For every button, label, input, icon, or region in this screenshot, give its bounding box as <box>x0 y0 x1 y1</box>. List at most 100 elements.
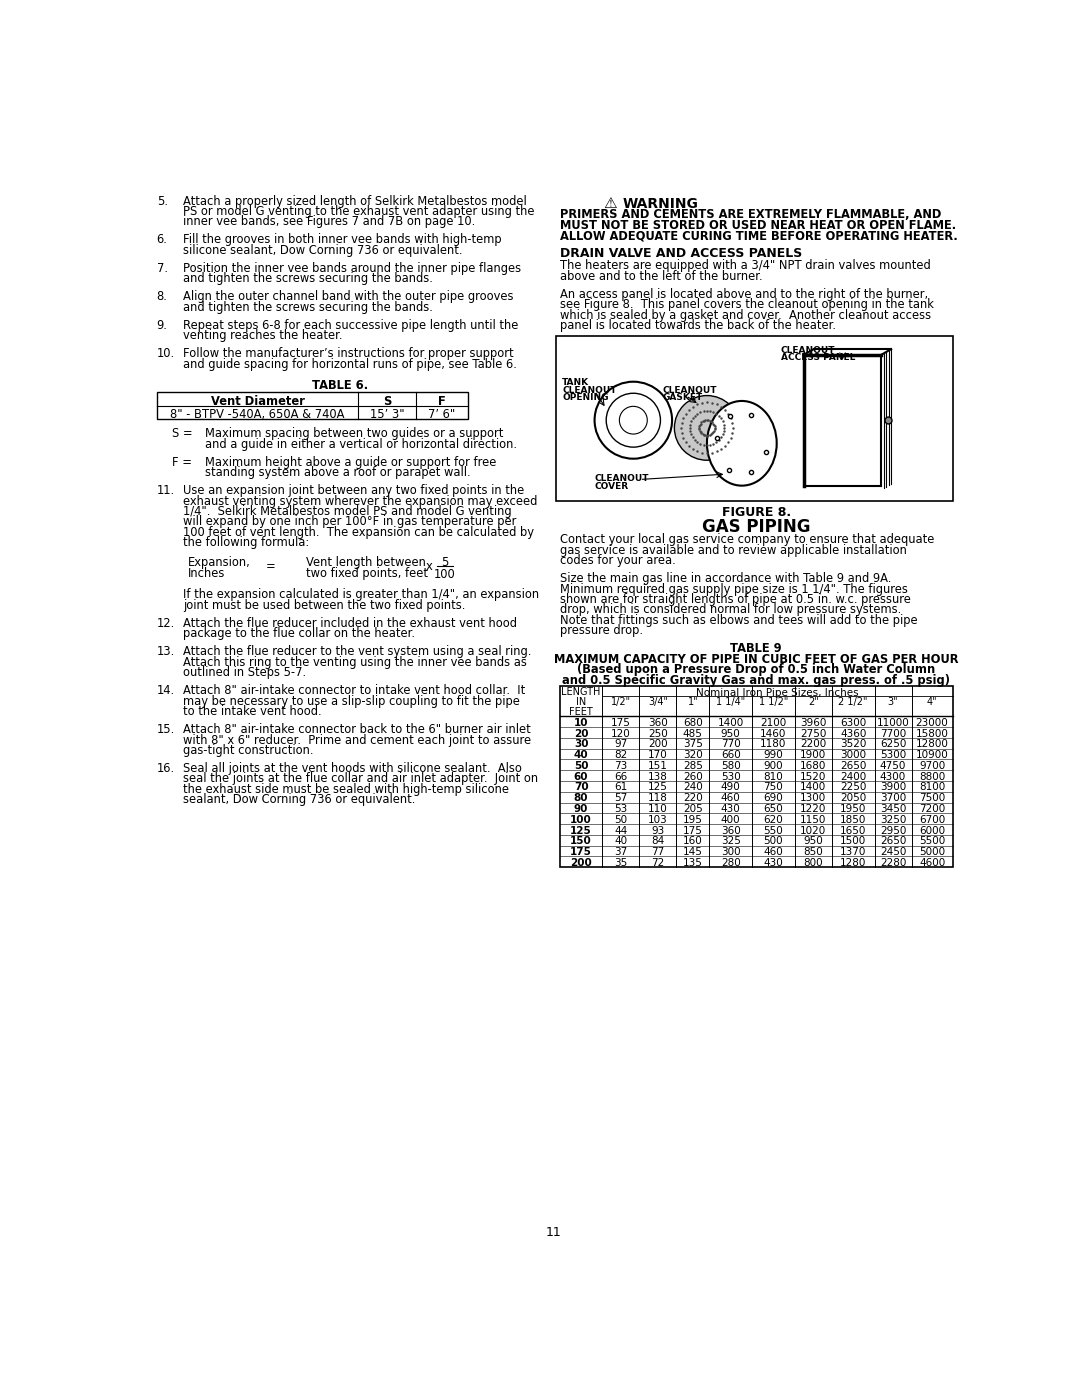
Text: 151: 151 <box>648 761 667 771</box>
Text: 40: 40 <box>573 750 589 760</box>
Text: 11.: 11. <box>157 485 175 497</box>
Text: 8" - BTPV -540A, 650A & 740A: 8" - BTPV -540A, 650A & 740A <box>171 408 345 420</box>
Text: 100: 100 <box>570 814 592 824</box>
Text: 810: 810 <box>764 771 783 782</box>
Text: 103: 103 <box>648 814 667 824</box>
Text: 14.: 14. <box>157 685 175 697</box>
Text: 8100: 8100 <box>919 782 945 792</box>
Text: 70: 70 <box>573 782 589 792</box>
Text: 1400: 1400 <box>800 782 826 792</box>
Text: seal the joints at the flue collar and air inlet adapter.  Joint on: seal the joints at the flue collar and a… <box>183 773 538 785</box>
Text: 175: 175 <box>570 847 592 858</box>
Text: 1950: 1950 <box>840 805 866 814</box>
Text: 900: 900 <box>764 761 783 771</box>
Text: 1300: 1300 <box>800 793 826 803</box>
Text: 100: 100 <box>434 567 456 581</box>
Text: 145: 145 <box>683 847 703 858</box>
Text: 650: 650 <box>764 805 783 814</box>
Text: Seal all joints at the vent hoods with silicone sealant.  Also: Seal all joints at the vent hoods with s… <box>183 761 522 775</box>
Text: 1280: 1280 <box>840 858 866 868</box>
Text: An access panel is located above and to the right of the burner,: An access panel is located above and to … <box>559 288 928 300</box>
Text: 61: 61 <box>615 782 627 792</box>
Bar <box>556 335 953 502</box>
Text: 460: 460 <box>720 793 741 803</box>
Text: 12.: 12. <box>157 617 175 630</box>
Text: pressure drop.: pressure drop. <box>559 624 643 637</box>
Text: 11: 11 <box>545 1227 562 1239</box>
Text: package to the flue collar on the heater.: package to the flue collar on the heater… <box>183 627 415 640</box>
Text: 4300: 4300 <box>880 771 906 782</box>
Text: Attach 8" air-intake connector back to the 6" burner air inlet: Attach 8" air-intake connector back to t… <box>183 724 530 736</box>
Text: Vent length between: Vent length between <box>306 556 426 569</box>
Text: 6300: 6300 <box>840 718 866 728</box>
Text: 15800: 15800 <box>916 729 948 739</box>
Text: x: x <box>426 560 432 573</box>
Text: 84: 84 <box>651 837 664 847</box>
Text: MAXIMUM CAPACITY OF PIPE IN CUBIC FEET OF GAS PER HOUR: MAXIMUM CAPACITY OF PIPE IN CUBIC FEET O… <box>554 652 958 666</box>
Text: Fill the grooves in both inner vee bands with high-temp: Fill the grooves in both inner vee bands… <box>183 233 502 246</box>
Text: ACCESS PANEL: ACCESS PANEL <box>781 353 855 362</box>
Text: 1460: 1460 <box>760 729 786 739</box>
Text: ALLOW ADEQUATE CURING TIME BEFORE OPERATING HEATER.: ALLOW ADEQUATE CURING TIME BEFORE OPERAT… <box>559 229 958 242</box>
Text: 3/4": 3/4" <box>648 697 667 707</box>
Bar <box>559 686 953 868</box>
Text: 7500: 7500 <box>919 793 945 803</box>
Text: PRIMERS AND CEMENTS ARE EXTREMELY FLAMMABLE, AND: PRIMERS AND CEMENTS ARE EXTREMELY FLAMMA… <box>559 208 941 222</box>
Text: CLEANOUT: CLEANOUT <box>663 386 717 394</box>
Text: 53: 53 <box>615 805 627 814</box>
Text: 2400: 2400 <box>840 771 866 782</box>
Text: 950: 950 <box>804 837 823 847</box>
Text: exhaust venting system wherever the expansion may exceed: exhaust venting system wherever the expa… <box>183 495 538 507</box>
Text: 660: 660 <box>720 750 741 760</box>
Text: 3960: 3960 <box>800 718 826 728</box>
Text: 8800: 8800 <box>919 771 945 782</box>
Text: Expansion,: Expansion, <box>188 556 251 569</box>
Text: 320: 320 <box>683 750 703 760</box>
Text: inner vee bands, see Figures 7 and 7B on page 10.: inner vee bands, see Figures 7 and 7B on… <box>183 215 475 228</box>
Text: 9.: 9. <box>157 319 167 332</box>
Text: to the intake vent hood.: to the intake vent hood. <box>183 705 322 718</box>
Text: 4600: 4600 <box>919 858 945 868</box>
Text: 13.: 13. <box>157 645 175 658</box>
Text: 60: 60 <box>573 771 589 782</box>
Text: 195: 195 <box>683 814 703 824</box>
Text: 1520: 1520 <box>800 771 826 782</box>
Text: 1850: 1850 <box>840 814 866 824</box>
Text: 1680: 1680 <box>800 761 826 771</box>
Text: TABLE 9: TABLE 9 <box>730 643 782 655</box>
Text: IN: IN <box>576 697 586 707</box>
Text: 3700: 3700 <box>880 793 906 803</box>
Text: standing system above a roof or parapet wall.: standing system above a roof or parapet … <box>205 467 471 479</box>
Text: codes for your area.: codes for your area. <box>559 555 675 567</box>
Text: 485: 485 <box>683 729 703 739</box>
Text: 12800: 12800 <box>916 739 948 749</box>
Text: ⚠: ⚠ <box>604 196 617 211</box>
Text: Use an expansion joint between any two fixed points in the: Use an expansion joint between any two f… <box>183 485 524 497</box>
Text: Nominal Iron Pipe Sizes, Inches: Nominal Iron Pipe Sizes, Inches <box>697 687 859 697</box>
Text: 250: 250 <box>648 729 667 739</box>
Text: 110: 110 <box>648 805 667 814</box>
Text: 2650: 2650 <box>880 837 906 847</box>
Text: 3250: 3250 <box>880 814 906 824</box>
Text: Follow the manufacturer’s instructions for proper support: Follow the manufacturer’s instructions f… <box>183 348 514 360</box>
Text: The heaters are equipped with a 3/4" NPT drain valves mounted: The heaters are equipped with a 3/4" NPT… <box>559 260 931 272</box>
Text: 1900: 1900 <box>800 750 826 760</box>
Text: the following formula:: the following formula: <box>183 536 309 549</box>
Text: 77: 77 <box>651 847 664 858</box>
Text: 1": 1" <box>688 697 698 707</box>
Text: 220: 220 <box>683 793 703 803</box>
Text: 325: 325 <box>720 837 741 847</box>
Text: 100 feet of vent length.  The expansion can be calculated by: 100 feet of vent length. The expansion c… <box>183 525 534 539</box>
Text: OPENING: OPENING <box>562 393 608 402</box>
Text: 35: 35 <box>615 858 627 868</box>
Text: gas service is available and to review applicable installation: gas service is available and to review a… <box>559 543 906 557</box>
Text: 93: 93 <box>651 826 664 835</box>
Text: 750: 750 <box>764 782 783 792</box>
Text: 7200: 7200 <box>919 805 945 814</box>
Text: 2450: 2450 <box>880 847 906 858</box>
Text: 10900: 10900 <box>916 750 948 760</box>
Text: 3": 3" <box>888 697 899 707</box>
Text: 690: 690 <box>764 793 783 803</box>
Text: 2280: 2280 <box>880 858 906 868</box>
Text: 490: 490 <box>720 782 741 792</box>
